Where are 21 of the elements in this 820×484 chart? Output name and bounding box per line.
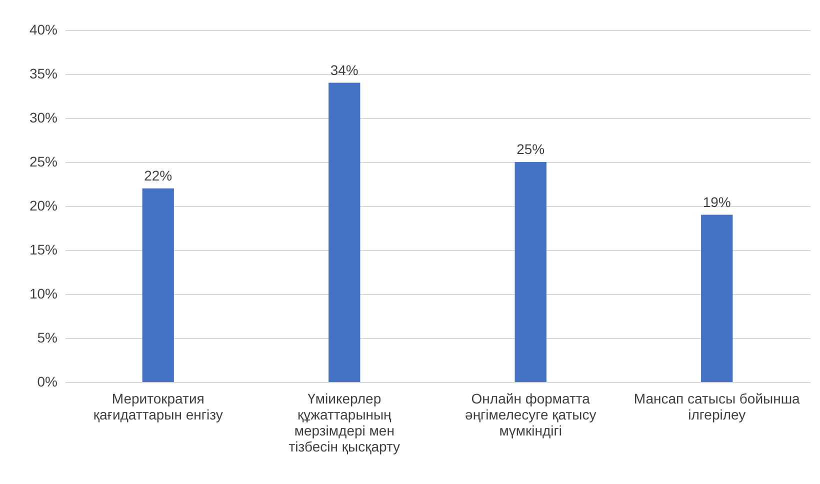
bar (701, 214, 733, 382)
y-tick-label: 35% (29, 66, 58, 82)
y-tick-label: 5% (37, 330, 58, 346)
data-label: 22% (144, 167, 172, 184)
y-tick-label: 10% (29, 286, 58, 302)
data-label: 25% (516, 141, 545, 157)
x-tick-label: Мансап сатысы бойынша ілгерілеу (634, 390, 800, 422)
y-tick-label: 20% (29, 198, 58, 214)
y-tick-label: 25% (29, 154, 58, 170)
data-label: 19% (702, 194, 731, 210)
x-tick-label: Үміикерлер құжаттарының мерзімдері мен тізбесін қысқарту (288, 390, 400, 454)
data-label: 34% (330, 62, 358, 78)
bar (514, 162, 546, 382)
x-tick-label: Меритократия қағидаттарын енгізу (93, 390, 223, 422)
y-tick-label: 0% (37, 374, 58, 390)
y-tick-label: 15% (29, 242, 58, 258)
y-tick-label: 40% (29, 22, 58, 38)
bar (142, 188, 174, 382)
bar (328, 82, 360, 382)
x-tick-label: Онлайн форматта әңгімелесуге қатысу мүмкіндігі (465, 390, 596, 438)
y-tick-label: 30% (29, 110, 58, 126)
